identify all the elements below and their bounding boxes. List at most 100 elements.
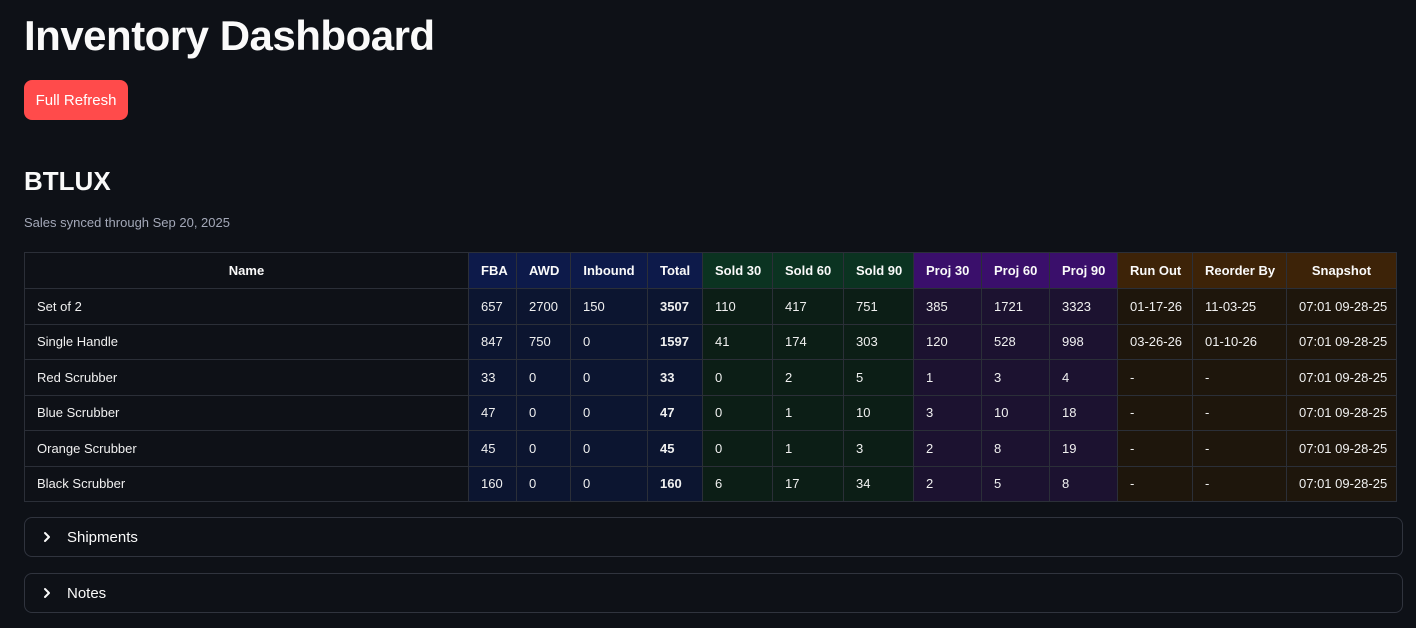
column-header-snapshot[interactable]: Snapshot [1286,252,1397,289]
cell-sold-30: 0 [702,430,773,467]
cell-proj-90: 3323 [1049,288,1118,325]
full-refresh-button[interactable]: Full Refresh [24,80,128,120]
table-row: Blue Scrubber 47 0 0 47 0 1 10 3 10 18- -07:01 09-2… [24,394,1397,431]
table-row: Set of 2 657 2700 150 3507 110 417 751 385 1721 33… [24,288,1397,325]
cell-snapshot: 07:01 09-28-25 [1286,288,1397,325]
cell-reorder-by: - [1192,359,1287,396]
column-header-proj-90[interactable]: Proj 90 [1049,252,1118,289]
column-header-proj-60[interactable]: Proj 60 [981,252,1050,289]
cell-sold-60: 2 [772,359,844,396]
cell-fba: 847 [468,323,517,360]
inventory-table: Name FBA AWD Inbound Total Sold 30 Sold … [24,252,1397,502]
table-row: Red Scrubber 33 0 0 33 0 2 5 1 3 4- -07:01 09-28-25 [24,359,1397,396]
cell-name: Blue Scrubber [24,394,469,431]
cell-reorder-by: 11-03-25 [1192,288,1287,325]
cell-sold-60: 174 [772,323,844,360]
column-header-run-out[interactable]: Run Out [1117,252,1193,289]
cell-proj-60: 5 [981,465,1050,502]
column-header-proj-30[interactable]: Proj 30 [913,252,982,289]
cell-proj-30: 120 [913,323,982,360]
cell-total: 160 [647,465,703,502]
column-header-name[interactable]: Name [24,252,469,289]
cell-fba: 47 [468,394,517,431]
cell-inbound: 0 [570,394,648,431]
cell-inbound: 0 [570,359,648,396]
cell-total: 33 [647,359,703,396]
cell-name: Single Handle [24,323,469,360]
column-header-sold-90[interactable]: Sold 90 [843,252,914,289]
cell-total: 3507 [647,288,703,325]
cell-awd: 0 [516,465,571,502]
cell-sold-30: 110 [702,288,773,325]
cell-proj-30: 1 [913,359,982,396]
cell-sold-90: 34 [843,465,914,502]
cell-sold-30: 6 [702,465,773,502]
cell-inbound: 0 [570,323,648,360]
cell-proj-90: 8 [1049,465,1118,502]
column-header-fba[interactable]: FBA [468,252,517,289]
cell-sold-60: 417 [772,288,844,325]
cell-run-out: 03-26-26 [1117,323,1193,360]
cell-sold-60: 17 [772,465,844,502]
cell-proj-30: 385 [913,288,982,325]
cell-inbound: 0 [570,465,648,502]
section-title: BTLUX [24,166,111,196]
column-header-awd[interactable]: AWD [516,252,571,289]
table-row: Orange Scrubber 45 0 0 45 0 1 3 2 8 19- -07:01 09-2… [24,430,1397,467]
cell-reorder-by: - [1192,430,1287,467]
cell-total: 45 [647,430,703,467]
cell-run-out: 01-17-26 [1117,288,1193,325]
column-header-sold-60[interactable]: Sold 60 [772,252,844,289]
cell-inbound: 150 [570,288,648,325]
cell-awd: 0 [516,359,571,396]
column-header-total[interactable]: Total [647,252,703,289]
column-header-reorder-by[interactable]: Reorder By [1192,252,1287,289]
notes-expander-label: Notes [67,584,107,602]
cell-snapshot: 07:01 09-28-25 [1286,465,1397,502]
cell-awd: 0 [516,394,571,431]
cell-sold-60: 1 [772,394,844,431]
cell-proj-60: 8 [981,430,1050,467]
column-header-sold-30[interactable]: Sold 30 [702,252,773,289]
cell-reorder-by: - [1192,394,1287,431]
table-header-row: Name FBA AWD Inbound Total Sold 30 Sold … [24,252,1397,289]
cell-total: 47 [647,394,703,431]
cell-sold-60: 1 [772,430,844,467]
table-row: Single Handle 847 750 0 1597 41 174 303 120 528 99… [24,323,1397,360]
cell-run-out: - [1117,465,1193,502]
cell-sold-90: 751 [843,288,914,325]
cell-proj-90: 18 [1049,394,1118,431]
cell-sold-90: 5 [843,359,914,396]
cell-proj-60: 1721 [981,288,1050,325]
cell-fba: 45 [468,430,517,467]
cell-name: Set of 2 [24,288,469,325]
chevron-right-icon [27,531,67,543]
cell-name: Red Scrubber [24,359,469,396]
cell-proj-60: 528 [981,323,1050,360]
cell-sold-30: 41 [702,323,773,360]
cell-proj-90: 998 [1049,323,1118,360]
notes-expander[interactable]: Notes [24,573,1403,613]
cell-proj-30: 3 [913,394,982,431]
page-title: Inventory Dashboard [24,12,435,59]
cell-sold-30: 0 [702,359,773,396]
cell-snapshot: 07:01 09-28-25 [1286,430,1397,467]
shipments-expander[interactable]: Shipments [24,517,1403,557]
table-row: Black Scrubber 160 0 0 160 6 17 34 2 5 8- -07:01 09… [24,465,1397,502]
cell-fba: 33 [468,359,517,396]
cell-awd: 0 [516,430,571,467]
cell-total: 1597 [647,323,703,360]
cell-run-out: - [1117,394,1193,431]
cell-run-out: - [1117,430,1193,467]
cell-run-out: - [1117,359,1193,396]
cell-fba: 657 [468,288,517,325]
cell-proj-30: 2 [913,465,982,502]
cell-reorder-by: - [1192,465,1287,502]
cell-sold-30: 0 [702,394,773,431]
cell-proj-30: 2 [913,430,982,467]
cell-snapshot: 07:01 09-28-25 [1286,394,1397,431]
cell-inbound: 0 [570,430,648,467]
column-header-inbound[interactable]: Inbound [570,252,648,289]
cell-awd: 750 [516,323,571,360]
cell-sold-90: 10 [843,394,914,431]
